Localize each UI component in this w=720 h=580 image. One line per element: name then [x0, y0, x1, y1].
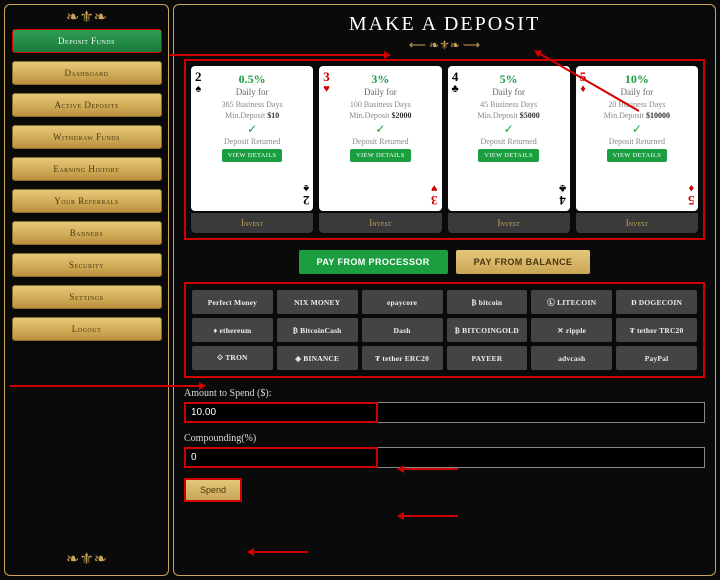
- amount-label: Amount to Spend ($):: [184, 388, 705, 399]
- plan-daily: Daily for: [324, 87, 436, 97]
- plan-returned: Deposit Returned: [453, 137, 565, 146]
- plan-cards: 2♠2♠0.5%Daily for365 Business DaysMin.De…: [184, 59, 705, 240]
- processor-perfect-money[interactable]: Perfect Money: [192, 290, 273, 314]
- amount-input[interactable]: [184, 402, 705, 423]
- plan-rate: 5%: [453, 72, 565, 87]
- nav-list: Deposit Funds Dashboard Active Deposits Wit…: [11, 29, 162, 341]
- sidebar-item-settings[interactable]: Settings: [12, 285, 162, 309]
- invest-button[interactable]: Invest: [319, 213, 441, 233]
- card-rank-br: 5♦: [688, 183, 695, 208]
- compounding-row: Compounding(%): [184, 433, 705, 468]
- processor--litecoin[interactable]: Ⓛ LITECOIN: [531, 290, 612, 314]
- plan-days: 45 Business Days: [453, 100, 565, 109]
- view-details-button[interactable]: VIEW DETAILS: [222, 149, 283, 162]
- processor--bitcoin[interactable]: ₿ bitcoin: [447, 290, 528, 314]
- invest-button[interactable]: Invest: [191, 213, 313, 233]
- plan-daily: Daily for: [196, 87, 308, 97]
- processor-grid: Perfect MoneyNIX MONEYepaycore₿ bitcoinⓁ…: [184, 282, 705, 378]
- sidebar-item-security[interactable]: Security: [12, 253, 162, 277]
- processor-paypal[interactable]: PayPal: [616, 346, 697, 370]
- plan-min: Min.Deposit $10: [196, 111, 308, 120]
- sidebar-item-dashboard[interactable]: Dashboard: [12, 61, 162, 85]
- compounding-label: Compounding(%): [184, 433, 705, 444]
- ornament-bottom: ❧⚜❧: [5, 553, 168, 567]
- sidebar-item-earning-history[interactable]: Earning History: [12, 157, 162, 181]
- processor--bitcoingold[interactable]: ₿ BITCOINGOLD: [447, 318, 528, 342]
- plan-min: Min.Deposit $2000: [324, 111, 436, 120]
- card-rank-tl: 3♥: [323, 69, 330, 94]
- card-rank-tl: 2♠: [195, 69, 202, 94]
- check-icon: ✓: [196, 122, 308, 137]
- plan-returned: Deposit Returned: [581, 137, 693, 146]
- pay-from-balance-button[interactable]: PAY FROM BALANCE: [456, 250, 591, 274]
- sidebar-item-banners[interactable]: Banners: [12, 221, 162, 245]
- ornament-top: ❧⚜❧: [11, 11, 162, 25]
- processor-epaycore[interactable]: epaycore: [362, 290, 443, 314]
- view-details-button[interactable]: VIEW DETAILS: [478, 149, 539, 162]
- check-icon: ✓: [453, 122, 565, 137]
- plan-rate: 0.5%: [196, 72, 308, 87]
- card-rank-tl: 5♦: [580, 69, 587, 94]
- view-details-button[interactable]: VIEW DETAILS: [607, 149, 668, 162]
- title-ornament: ⟵ ❧⚜❧ ⟶: [184, 38, 705, 53]
- check-icon: ✓: [324, 122, 436, 137]
- processor-dash[interactable]: Dash: [362, 318, 443, 342]
- plan-rate: 3%: [324, 72, 436, 87]
- plan-returned: Deposit Returned: [196, 137, 308, 146]
- card-rank-br: 4♣: [559, 183, 566, 208]
- sidebar-item-logout[interactable]: Logout: [12, 317, 162, 341]
- processor--binance[interactable]: ◈ BINANCE: [277, 346, 358, 370]
- processor-payeer[interactable]: PAYEER: [447, 346, 528, 370]
- pay-source-toggle: PAY FROM PROCESSOR PAY FROM BALANCE: [184, 250, 705, 274]
- invest-button[interactable]: Invest: [448, 213, 570, 233]
- spend-button[interactable]: Spend: [184, 478, 242, 502]
- compounding-input[interactable]: [184, 447, 705, 468]
- check-icon: ✓: [581, 122, 693, 137]
- plan-returned: Deposit Returned: [324, 137, 436, 146]
- pay-from-processor-button[interactable]: PAY FROM PROCESSOR: [299, 250, 448, 274]
- view-details-button[interactable]: VIEW DETAILS: [350, 149, 411, 162]
- sidebar-item-your-referrals[interactable]: Your Referrals: [12, 189, 162, 213]
- plan-daily: Daily for: [453, 87, 565, 97]
- processor--ethereum[interactable]: ♦ ethereum: [192, 318, 273, 342]
- plan-min: Min.Deposit $5000: [453, 111, 565, 120]
- plan-days: 20 Business Days: [581, 100, 693, 109]
- page-title: MAKE A DEPOSIT: [184, 13, 705, 36]
- plan-card-2: 2♠2♠0.5%Daily for365 Business DaysMin.De…: [191, 66, 313, 211]
- card-rank-br: 3♥: [431, 183, 438, 208]
- plan-days: 365 Business Days: [196, 100, 308, 109]
- card-rank-br: 2♠: [303, 183, 310, 208]
- plan-card-3: 3♥3♥3%Daily for100 Business DaysMin.Depo…: [319, 66, 441, 211]
- plan-days: 100 Business Days: [324, 100, 436, 109]
- card-rank-tl: 4♣: [452, 69, 459, 94]
- sidebar: ❧⚜❧ Deposit Funds Dashboard Active Deposit…: [4, 4, 169, 576]
- plan-min: Min.Deposit $10000: [581, 111, 693, 120]
- processor--dogecoin[interactable]: Ð DOGECOIN: [616, 290, 697, 314]
- plan-daily: Daily for: [581, 87, 693, 97]
- processor-nix-money[interactable]: NIX MONEY: [277, 290, 358, 314]
- main-panel: MAKE A DEPOSIT ⟵ ❧⚜❧ ⟶ 2♠2♠0.5%Daily for…: [173, 4, 716, 576]
- processor--tether-erc20[interactable]: ₮ tether ERC20: [362, 346, 443, 370]
- processor--tether-trc20[interactable]: ₮ tether TRC20: [616, 318, 697, 342]
- sidebar-item-withdraw-funds[interactable]: Withdraw Funds: [12, 125, 162, 149]
- plan-rate: 10%: [581, 72, 693, 87]
- plan-card-5: 5♦5♦10%Daily for20 Business DaysMin.Depo…: [576, 66, 698, 211]
- sidebar-item-active-deposits[interactable]: Active Deposits: [12, 93, 162, 117]
- processor--bitcoincash[interactable]: ₿ BitcoinCash: [277, 318, 358, 342]
- processor--ripple[interactable]: ✕ ripple: [531, 318, 612, 342]
- plan-card-4: 4♣4♣5%Daily for45 Business DaysMin.Depos…: [448, 66, 570, 211]
- amount-row: Amount to Spend ($):: [184, 388, 705, 423]
- sidebar-item-deposit-funds[interactable]: Deposit Funds: [12, 29, 162, 53]
- processor--tron[interactable]: ⟐ TRON: [192, 346, 273, 370]
- invest-button[interactable]: Invest: [576, 213, 698, 233]
- processor-advcash[interactable]: advcash: [531, 346, 612, 370]
